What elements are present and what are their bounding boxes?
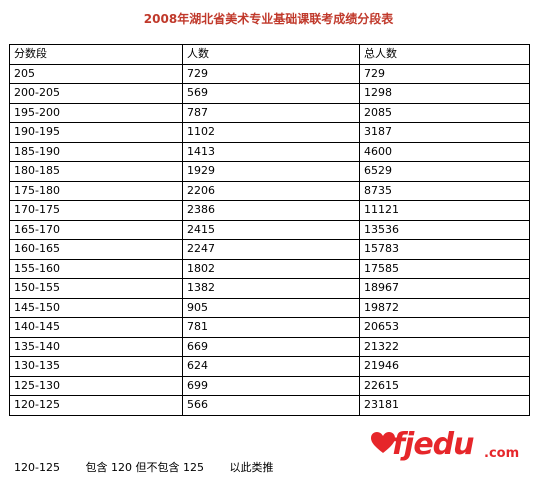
cell-score-range: 130-135 — [9, 356, 183, 377]
cell-cumulative: 8735 — [359, 180, 530, 201]
table-row: 170-175 2386 11121 — [9, 200, 530, 221]
page-title: 2008年湖北省美术专业基础课联考成绩分段表 — [143, 12, 394, 26]
footnote-range: 120-125 — [14, 461, 60, 474]
cell-cumulative: 20653 — [359, 317, 530, 338]
cell-count: 624 — [182, 356, 360, 377]
table-row: 120-125 566 23181 — [9, 395, 530, 416]
cell-count: 569 — [182, 83, 360, 104]
cell-count: 1382 — [182, 278, 360, 299]
table-row: 200-205 569 1298 — [9, 83, 530, 104]
table-row: 140-145 781 20653 — [9, 317, 530, 338]
cell-count: 1802 — [182, 258, 360, 279]
cell-cumulative: 22615 — [359, 375, 530, 396]
cell-cumulative: 2085 — [359, 102, 530, 123]
watermark-domain: .com — [484, 446, 520, 461]
table-row: 150-155 1382 18967 — [9, 278, 530, 299]
cell-count: 781 — [182, 317, 360, 338]
cell-score-range: 190-195 — [9, 122, 183, 143]
cell-count: 2415 — [182, 219, 360, 240]
cell-count: 566 — [182, 395, 360, 416]
footnote-etc: 以此类推 — [229, 461, 274, 474]
cell-score-range: 205 — [9, 63, 183, 84]
cell-cumulative: 4600 — [359, 141, 530, 162]
cell-cumulative: 729 — [359, 63, 530, 84]
fjedu-watermark-logo: fjedu .com — [366, 428, 526, 468]
cell-score-range: 170-175 — [9, 200, 183, 221]
cell-count: 2247 — [182, 239, 360, 260]
cell-score-range: 150-155 — [9, 278, 183, 299]
cell-count: 1102 — [182, 122, 360, 143]
table-row: 160-165 2247 15783 — [9, 239, 530, 260]
table-header-row: 分数段 人数 总人数 — [9, 44, 530, 65]
cell-count: 2386 — [182, 200, 360, 221]
cell-score-range: 165-170 — [9, 219, 183, 240]
cell-cumulative: 23181 — [359, 395, 530, 416]
cell-cumulative: 21322 — [359, 336, 530, 357]
header-cumulative: 总人数 — [359, 44, 530, 65]
cell-cumulative: 17585 — [359, 258, 530, 279]
cell-cumulative: 11121 — [359, 200, 530, 221]
table-row: 205 729 729 — [9, 63, 530, 84]
cell-score-range: 160-165 — [9, 239, 183, 260]
score-distribution-table: 分数段 人数 总人数 205 729 729 200-205 569 1298 195-20… — [9, 44, 530, 416]
table-row: 180-185 1929 6529 — [9, 161, 530, 182]
footnote: 120-125 包含 120 但不包含 125 以此类推 — [14, 459, 295, 475]
cell-score-range: 155-160 — [9, 258, 183, 279]
header-score-range: 分数段 — [9, 44, 183, 65]
cell-count: 729 — [182, 63, 360, 84]
table-row: 195-200 787 2085 — [9, 102, 530, 123]
cell-score-range: 125-130 — [9, 375, 183, 396]
cell-cumulative: 18967 — [359, 278, 530, 299]
cell-count: 699 — [182, 375, 360, 396]
table-row: 125-130 699 22615 — [9, 375, 530, 396]
table-row: 165-170 2415 13536 — [9, 219, 530, 240]
cell-cumulative: 6529 — [359, 161, 530, 182]
table-row: 155-160 1802 17585 — [9, 258, 530, 279]
cell-score-range: 145-150 — [9, 297, 183, 318]
cell-cumulative: 13536 — [359, 219, 530, 240]
table-row: 135-140 669 21322 — [9, 336, 530, 357]
watermark-logo-text: fjedu — [392, 427, 475, 462]
cell-count: 1413 — [182, 141, 360, 162]
heart-icon — [371, 432, 395, 453]
cell-score-range: 200-205 — [9, 83, 183, 104]
cell-cumulative: 21946 — [359, 356, 530, 377]
cell-cumulative: 15783 — [359, 239, 530, 260]
cell-count: 787 — [182, 102, 360, 123]
table-body: 分数段 人数 总人数 205 729 729 200-205 569 1298 195-20… — [9, 44, 530, 416]
cell-score-range: 175-180 — [9, 180, 183, 201]
table-row: 185-190 1413 4600 — [9, 141, 530, 162]
table-row: 130-135 624 21946 — [9, 356, 530, 377]
cell-score-range: 140-145 — [9, 317, 183, 338]
cell-score-range: 120-125 — [9, 395, 183, 416]
header-count: 人数 — [182, 44, 360, 65]
cell-count: 2206 — [182, 180, 360, 201]
cell-score-range: 135-140 — [9, 336, 183, 357]
cell-cumulative: 1298 — [359, 83, 530, 104]
cell-count: 669 — [182, 336, 360, 357]
cell-cumulative: 19872 — [359, 297, 530, 318]
cell-score-range: 180-185 — [9, 161, 183, 182]
cell-score-range: 195-200 — [9, 102, 183, 123]
footnote-explanation: 包含 120 但不包含 125 — [85, 461, 204, 474]
cell-count: 905 — [182, 297, 360, 318]
table-row: 190-195 1102 3187 — [9, 122, 530, 143]
table-row: 175-180 2206 8735 — [9, 180, 530, 201]
cell-cumulative: 3187 — [359, 122, 530, 143]
cell-score-range: 185-190 — [9, 141, 183, 162]
table-row: 145-150 905 19872 — [9, 297, 530, 318]
cell-count: 1929 — [182, 161, 360, 182]
